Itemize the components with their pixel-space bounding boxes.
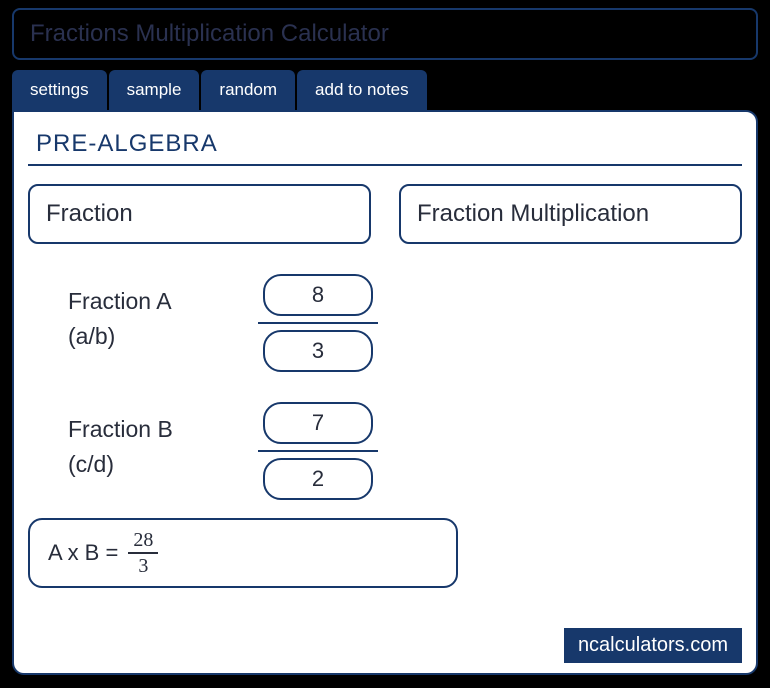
fraction-b-sub: (c/d) [68,447,258,482]
tabs: settings sample random add to notes [12,70,758,110]
tab-random[interactable]: random [201,70,295,110]
fraction-b-numerator[interactable] [263,402,373,444]
option-fraction-multiplication[interactable]: Fraction Multiplication [399,184,742,244]
option-fraction[interactable]: Fraction [28,184,371,244]
title-bar: Fractions Multiplication Calculator [12,8,758,60]
fraction-b-denominator[interactable] [263,458,373,500]
fraction-a-numerator[interactable] [263,274,373,316]
result-line [128,552,158,554]
main-panel: PRE-ALGEBRA Fraction Fraction Multiplica… [12,110,758,675]
option-row: Fraction Fraction Multiplication [28,184,742,244]
result-numerator: 28 [133,530,153,550]
tab-settings[interactable]: settings [12,70,107,110]
fraction-a-denominator[interactable] [263,330,373,372]
result-denominator: 3 [138,556,148,576]
fraction-b-divider [258,450,378,452]
fraction-a-title: Fraction A [68,284,258,319]
fraction-a-sub: (a/b) [68,319,258,354]
result-fraction: 28 3 [128,530,158,576]
fraction-a-inputs [258,274,378,372]
tab-sample[interactable]: sample [109,70,200,110]
result-label: A x B = [48,540,118,566]
tab-add-to-notes[interactable]: add to notes [297,70,427,110]
watermark: ncalculators.com [564,628,742,663]
fraction-a-divider [258,322,378,324]
fraction-b-title: Fraction B [68,412,258,447]
fraction-a-label: Fraction A (a/b) [68,274,258,353]
result-box: A x B = 28 3 [28,518,458,588]
fraction-a-row: Fraction A (a/b) [68,274,742,372]
fraction-b-inputs [258,402,378,500]
fraction-b-label: Fraction B (c/d) [68,402,258,481]
fraction-b-row: Fraction B (c/d) [68,402,742,500]
section-title: PRE-ALGEBRA [28,130,742,166]
page-title: Fractions Multiplication Calculator [30,20,740,48]
